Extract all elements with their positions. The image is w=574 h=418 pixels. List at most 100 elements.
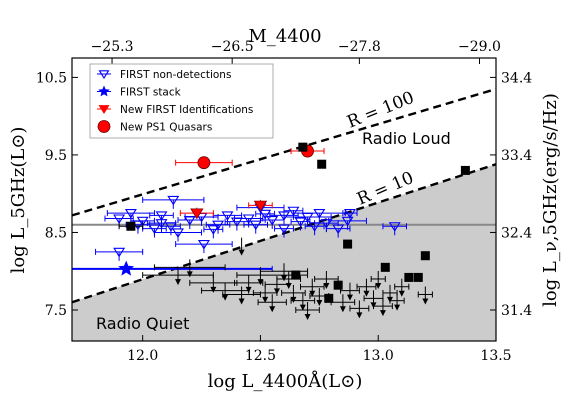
series-4-point-29-head bbox=[363, 290, 370, 297]
series-0-point-22 bbox=[155, 211, 168, 221]
y-tick-label-2: 9.5 bbox=[45, 148, 67, 164]
x-tick-label-2: 13.0 bbox=[363, 348, 394, 364]
plot-frame bbox=[71, 57, 497, 342]
series-4-point-26-head bbox=[339, 306, 346, 313]
series-1-point-0 bbox=[118, 260, 135, 276]
series-4-point-17-head bbox=[238, 298, 245, 305]
series-3-point-0 bbox=[197, 156, 211, 170]
series-4-point-22-head bbox=[304, 313, 311, 320]
series-4-point-6 bbox=[460, 165, 470, 175]
series-0-point-34 bbox=[287, 206, 300, 217]
series-0-point-16 bbox=[242, 214, 255, 225]
series-4-point-0 bbox=[126, 221, 136, 231]
series-4-point-41-head bbox=[299, 304, 306, 311]
series-4-point-5 bbox=[420, 251, 430, 261]
series-0-point-0 bbox=[124, 209, 137, 219]
series-4-point-1 bbox=[298, 142, 308, 152]
top-tick-label-3: −29.0 bbox=[458, 39, 501, 55]
right-y-axis-title: log L_ν,5GHz(erg/s/Hz) bbox=[540, 93, 561, 307]
series-4-point-39-head bbox=[262, 296, 269, 303]
series-4-point-7 bbox=[291, 270, 301, 280]
series-4-point-11 bbox=[413, 272, 423, 282]
legend-label-2: New FIRST Identifications bbox=[120, 104, 253, 116]
series-4-point-9 bbox=[333, 280, 343, 290]
series-0-point-1 bbox=[113, 247, 126, 258]
top-tick-label-0: −25.3 bbox=[91, 39, 134, 55]
series-2-point-1 bbox=[253, 200, 268, 212]
legend-label-0: FIRST non-detections bbox=[120, 69, 231, 81]
x-tick-label-3: 13.5 bbox=[480, 348, 511, 364]
right-tick-label-3: 34.4 bbox=[501, 70, 532, 86]
series-0-point-23 bbox=[183, 215, 196, 226]
series-4-point-19-head bbox=[269, 306, 276, 313]
data-points bbox=[72, 142, 470, 320]
series-4-point-14-head bbox=[186, 271, 193, 278]
axis-ticks: 12.0 12.5 13.0 13.5 −25.3 −26.5 −27.8 −29.0 7.5 8… bbox=[36, 39, 532, 364]
right-tick-label-0: 31.4 bbox=[501, 303, 532, 319]
series-0-point-20 bbox=[332, 224, 345, 235]
y-tick-label-1: 8.5 bbox=[45, 225, 67, 241]
series-4-point-2 bbox=[317, 159, 327, 169]
series-4-point-23-head bbox=[309, 290, 316, 297]
series-0-point-17 bbox=[266, 215, 279, 226]
series-0-point-25 bbox=[249, 220, 262, 231]
series-4-point-12-head bbox=[238, 249, 245, 256]
legend-marker-2 bbox=[98, 105, 110, 114]
y-tick-label-3: 10.5 bbox=[36, 70, 67, 86]
series-4-point-24-head bbox=[316, 300, 323, 307]
series-4-point-38-head bbox=[245, 286, 252, 293]
series-0-point-24 bbox=[230, 217, 243, 228]
series-4-point-13-head bbox=[175, 279, 181, 286]
series-4-point-25-head bbox=[323, 282, 330, 289]
series-0-point-28 bbox=[343, 209, 356, 219]
series-0-point-31 bbox=[164, 222, 177, 232]
series-2-point-0 bbox=[190, 208, 204, 220]
series-4-point-10 bbox=[404, 272, 414, 282]
right-tick-label-1: 32.4 bbox=[501, 225, 532, 241]
legend-marker-1 bbox=[98, 85, 110, 97]
series-4-point-31-head bbox=[375, 282, 382, 289]
series-0-point-2 bbox=[167, 195, 180, 206]
top-x-axis-title: M_4400 bbox=[248, 26, 321, 47]
series-4-point-4 bbox=[380, 262, 390, 272]
series-4-point-21-head bbox=[290, 296, 297, 303]
series-4-point-28-head bbox=[356, 312, 363, 319]
x-tick-label-0: 12.0 bbox=[127, 348, 158, 364]
series-4-point-27-head bbox=[346, 294, 353, 301]
legend: FIRST non-detections FIRST stack New FIRST… bbox=[89, 63, 274, 139]
legend-marker-3 bbox=[97, 120, 111, 133]
series-0-point-29 bbox=[148, 224, 161, 235]
series-0-point-33 bbox=[259, 209, 272, 220]
series-0-point-26 bbox=[294, 217, 307, 228]
radio-loud-label: Radio Loud bbox=[362, 129, 451, 148]
legend-marker-0 bbox=[98, 70, 110, 80]
series-0-point-3 bbox=[172, 228, 184, 238]
series-4-point-40-head bbox=[273, 288, 280, 295]
r100-line bbox=[72, 87, 496, 217]
series-4-point-18-head bbox=[257, 279, 264, 286]
series-0-point-14 bbox=[212, 220, 225, 231]
series-0-point-27 bbox=[308, 222, 321, 232]
r100-label: R = 100 bbox=[344, 88, 417, 133]
y-tick-label-0: 7.5 bbox=[45, 303, 67, 319]
series-0-point-15 bbox=[221, 211, 234, 221]
right-tick-label-2: 33.4 bbox=[501, 148, 532, 164]
top-tick-label-2: −27.8 bbox=[338, 39, 381, 55]
series-0-point-7 bbox=[313, 209, 326, 219]
series-4-point-36-head bbox=[422, 298, 429, 305]
series-4-point-15-head bbox=[210, 286, 217, 293]
series-4-point-3 bbox=[343, 239, 353, 249]
series-0-point-4 bbox=[197, 240, 210, 250]
radio-quiet-label: Radio Quiet bbox=[96, 314, 189, 333]
x-axis-title: log L_4400Å(L⊙) bbox=[208, 370, 363, 392]
series-4-point-34-head bbox=[394, 304, 401, 311]
legend-label-1: FIRST stack bbox=[120, 87, 182, 99]
y-axis-title: log L_5GHz(L⊙) bbox=[8, 127, 29, 274]
series-4-point-35-head bbox=[398, 290, 405, 297]
series-0-point-30 bbox=[131, 220, 144, 231]
legend-box bbox=[89, 63, 274, 139]
legend-label-3: New PS1 Quasars bbox=[120, 122, 212, 134]
series-4-point-20-head bbox=[281, 275, 287, 282]
